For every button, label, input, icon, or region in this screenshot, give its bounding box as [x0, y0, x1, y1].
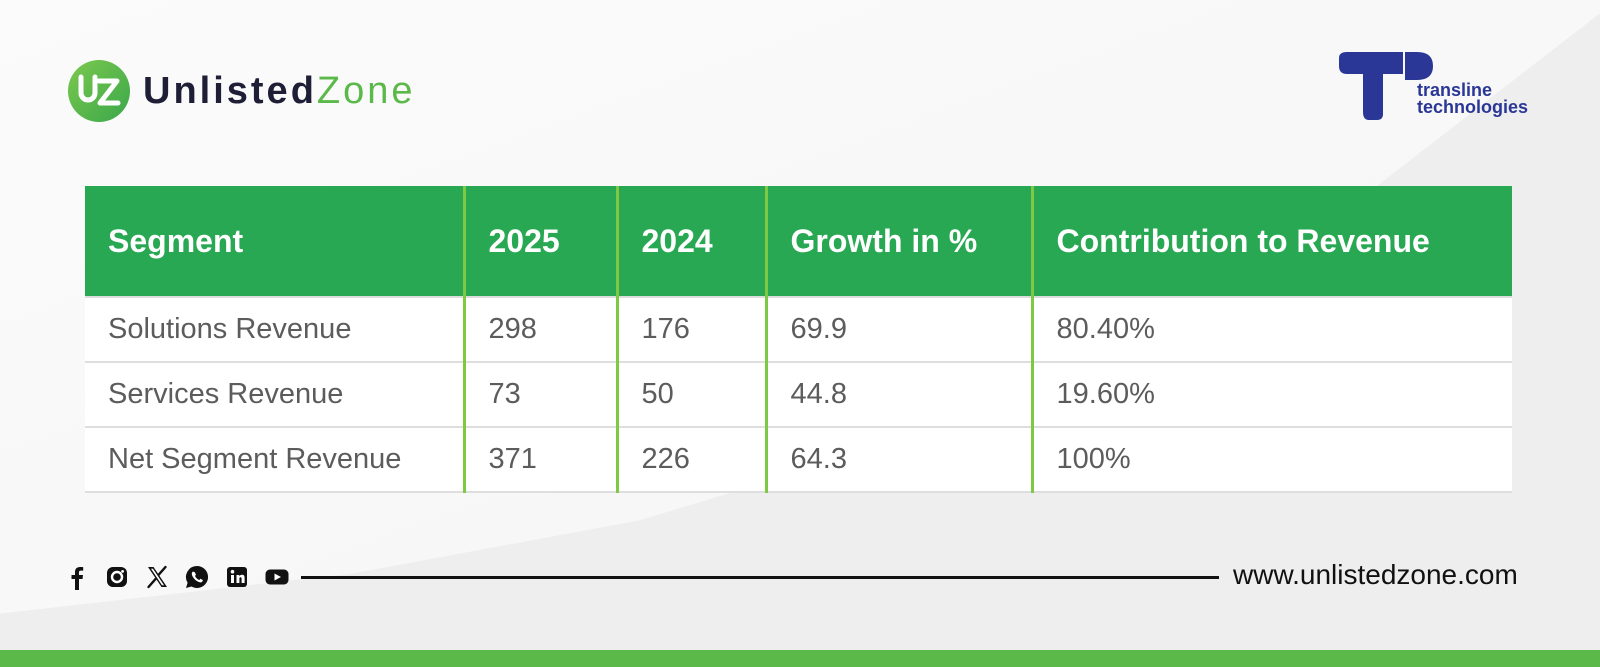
unlistedzone-logo: UnlistedZone — [67, 59, 416, 123]
brand-name-part1: Unlisted — [143, 70, 317, 112]
brand-wordmark: UnlistedZone — [143, 72, 416, 110]
cell-2024: 176 — [617, 296, 768, 363]
transline-logo: transline technologies — [1339, 50, 1551, 122]
table-row: Net Segment Revenue 371 226 64.3 100% — [85, 427, 1512, 493]
whatsapp-icon[interactable] — [183, 563, 211, 591]
table-row: Services Revenue 73 50 44.8 19.60% — [85, 362, 1512, 428]
header-growth: Growth in % — [766, 186, 1034, 297]
x-icon[interactable] — [143, 563, 171, 591]
transline-logo-icon — [1339, 52, 1433, 120]
partner-wordmark: transline technologies — [1417, 80, 1529, 117]
header-segment: Segment — [85, 186, 466, 297]
partner-line1: transline — [1417, 80, 1493, 100]
youtube-icon[interactable] — [263, 563, 291, 591]
cell-contribution: 100% — [1032, 427, 1512, 493]
table-header-row: Segment 2025 2024 Growth in % Contributi… — [85, 186, 1512, 297]
cell-2025: 73 — [464, 362, 619, 428]
cell-growth: 44.8 — [766, 362, 1034, 428]
footer-divider — [301, 576, 1219, 579]
cell-growth: 64.3 — [766, 427, 1034, 493]
linkedin-icon[interactable] — [223, 563, 251, 591]
uz-logo-icon — [68, 60, 130, 122]
bottom-accent-bar — [0, 650, 1600, 667]
website-link[interactable]: www.unlistedzone.com — [1233, 559, 1518, 590]
facebook-icon[interactable] — [63, 563, 91, 591]
cell-2025: 371 — [464, 427, 619, 493]
header-contribution: Contribution to Revenue — [1032, 186, 1512, 297]
cell-growth: 69.9 — [766, 296, 1034, 363]
header-2024: 2024 — [617, 186, 768, 297]
cell-contribution: 80.40% — [1032, 296, 1512, 363]
instagram-icon[interactable] — [103, 563, 131, 591]
header-2025: 2025 — [464, 186, 619, 297]
cell-2024: 226 — [617, 427, 768, 493]
brand-name-part2: Zone — [316, 70, 416, 112]
cell-segment: Solutions Revenue — [85, 296, 466, 363]
cell-2024: 50 — [617, 362, 768, 428]
cell-segment: Services Revenue — [85, 362, 466, 428]
revenue-table: Segment 2025 2024 Growth in % Contributi… — [85, 186, 1512, 493]
cell-2025: 298 — [464, 296, 619, 363]
social-links — [63, 563, 303, 591]
cell-segment: Net Segment Revenue — [85, 427, 466, 493]
partner-line2: technologies — [1417, 97, 1529, 117]
cell-contribution: 19.60% — [1032, 362, 1512, 428]
table-row: Solutions Revenue 298 176 69.9 80.40% — [85, 296, 1512, 363]
